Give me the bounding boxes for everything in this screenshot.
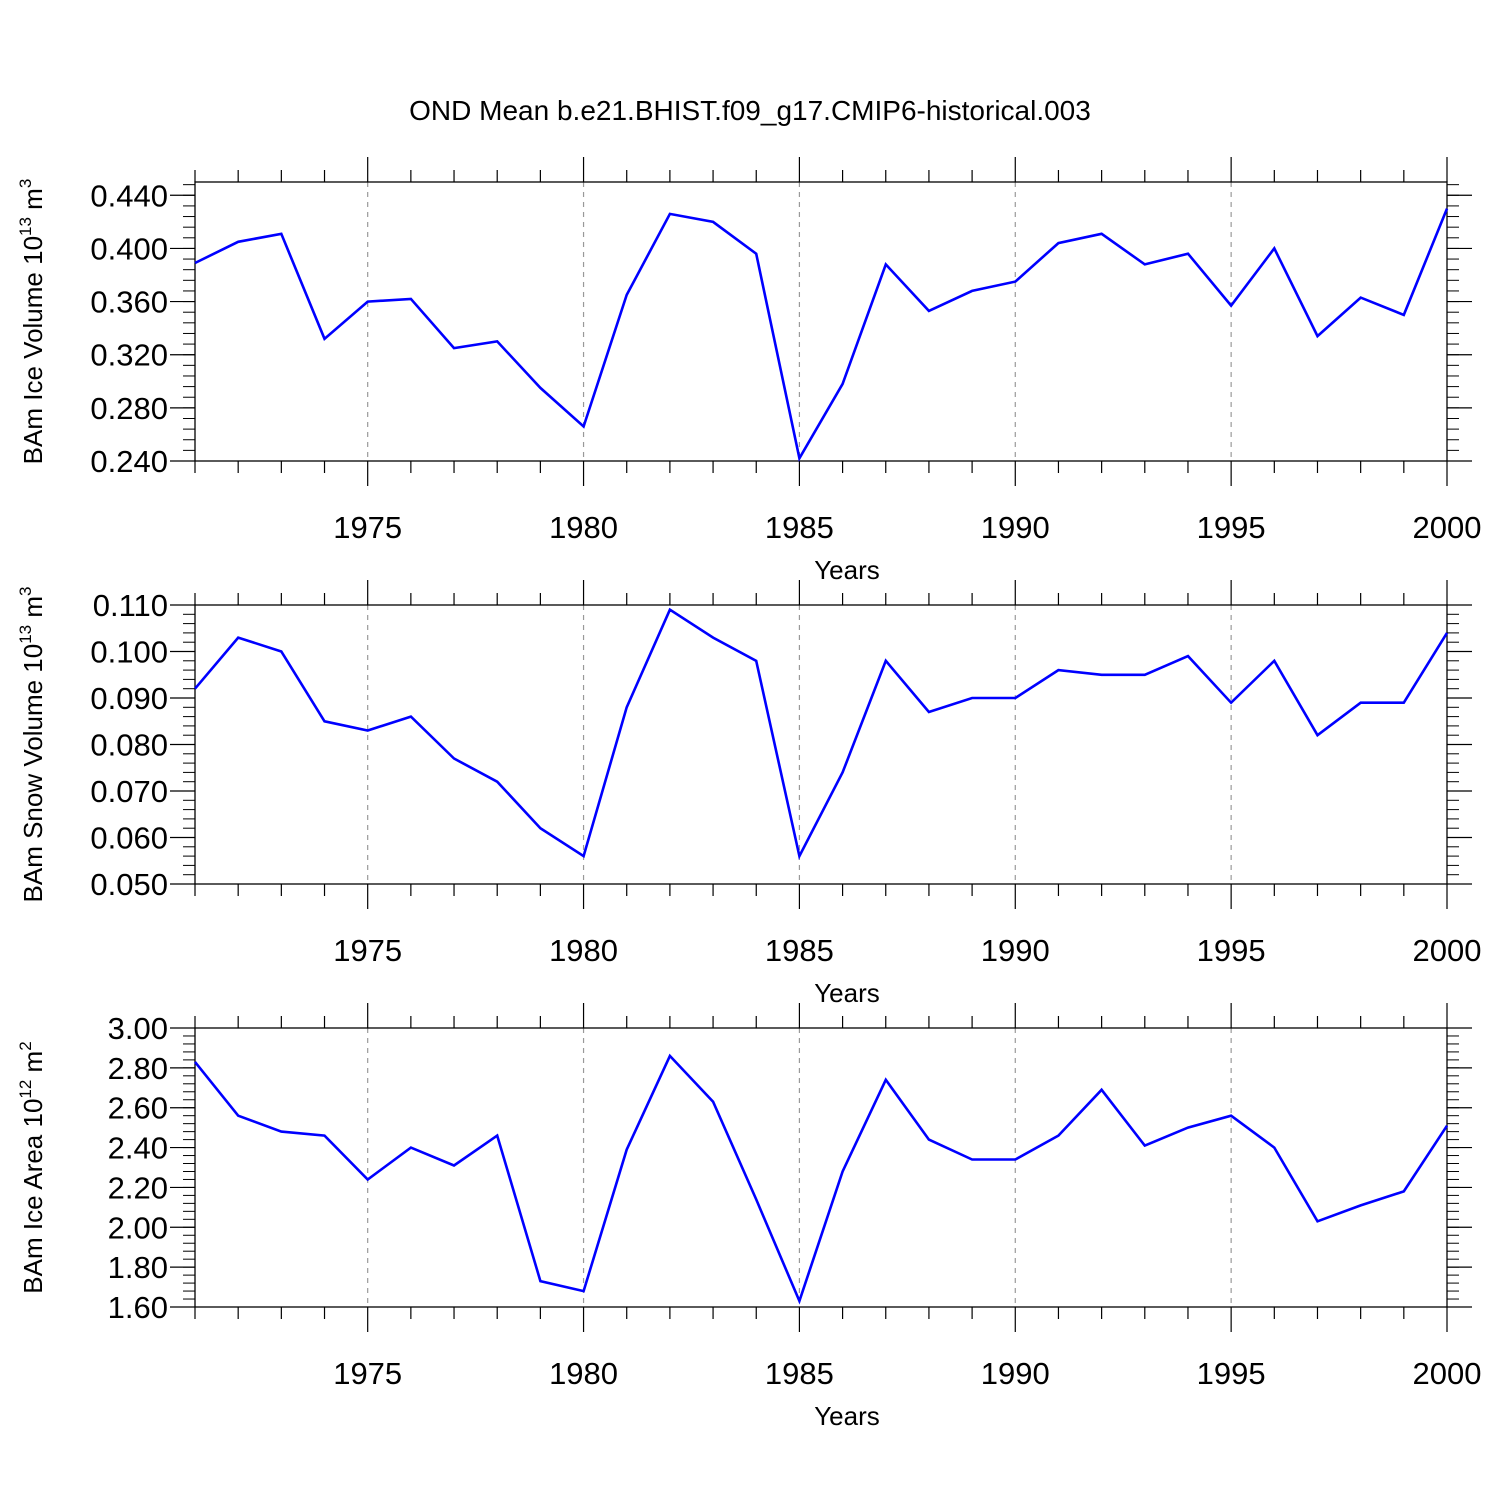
snow-volume-y-tick-label: 0.100 — [90, 635, 168, 670]
snow-volume-x-tick-label: 1980 — [549, 933, 618, 968]
figure-title: OND Mean b.e21.BHIST.f09_g17.CMIP6-histo… — [409, 95, 1091, 126]
ice-area-y-tick-label: 2.00 — [108, 1210, 168, 1245]
snow-volume-y-tick-label: 0.110 — [93, 588, 168, 623]
ice-area-plot-frame — [194, 1027, 1448, 1308]
snow-volume-y-tick-label: 0.060 — [90, 821, 168, 856]
ice-volume-y-tick-label: 0.440 — [90, 178, 168, 213]
snow-volume-y-tick-label: 0.050 — [90, 867, 168, 902]
ice-volume-y-tick-label: 0.400 — [90, 231, 168, 266]
ice-volume-x-tick-label: 1980 — [549, 510, 618, 545]
ice-area-y-tick-label: 2.60 — [108, 1091, 168, 1126]
snow-volume-x-tick-label: 1995 — [1197, 933, 1266, 968]
ice-area-y-tick-label: 2.80 — [108, 1051, 168, 1086]
snow-volume-x-tick-label: 2000 — [1413, 933, 1482, 968]
snow-volume-x-tick-label: 1990 — [981, 933, 1050, 968]
snow-volume-y-axis-label: BAm Snow Volume 1013 m3 — [16, 587, 48, 903]
ice-area-x-tick-label: 1990 — [981, 1356, 1050, 1391]
ice-area-y-tick-label: 3.00 — [108, 1011, 168, 1046]
ice-area-x-tick-label: 2000 — [1413, 1356, 1482, 1391]
ice-volume-y-tick-label: 0.320 — [90, 338, 168, 373]
ice-volume-x-tick-label: 1975 — [333, 510, 402, 545]
ice-area-y-tick-label: 2.20 — [108, 1170, 168, 1205]
snow-volume-y-tick-label: 0.070 — [90, 774, 168, 809]
ice-area-x-tick-label: 1980 — [549, 1356, 618, 1391]
ice-volume-y-axis-label: BAm Ice Volume 1013 m3 — [16, 179, 48, 465]
ice-area-x-tick-label: 1995 — [1197, 1356, 1266, 1391]
snow-volume-plot-frame — [194, 604, 1448, 885]
ice-volume-y-tick-label: 0.360 — [90, 285, 168, 320]
ice-area-y-tick-label: 1.60 — [108, 1290, 168, 1325]
ice-volume-x-tick-label: 1995 — [1197, 510, 1266, 545]
ice-area-y-tick-label: 2.40 — [108, 1131, 168, 1166]
ice-volume-x-axis-label: Years — [814, 555, 880, 585]
snow-volume-y-tick-label: 0.080 — [90, 728, 168, 763]
ice-area-x-tick-label: 1985 — [765, 1356, 834, 1391]
snow-volume-x-axis-label: Years — [814, 978, 880, 1008]
snow-volume-series-line — [194, 607, 1449, 860]
ice-area-series-line — [193, 1053, 1449, 1305]
snow-volume-panel: 0.050 0.060 0.070 0.080 0.090 0.100 0.110 1975 1… — [16, 580, 1481, 1008]
ice-area-x-axis-label: Years — [814, 1401, 880, 1431]
snow-volume-x-tick-label: 1975 — [333, 933, 402, 968]
ice-area-y-tick-label: 1.80 — [108, 1250, 168, 1285]
ice-volume-series-line — [194, 208, 1449, 462]
ice-volume-y-tick-label: 0.240 — [90, 444, 168, 479]
ice-area-panel: 1.60 1.80 2.00 2.20 2.40 2.60 2.80 3.00 1975 1980… — [16, 1003, 1481, 1431]
ice-area-y-axis-label: BAm Ice Area 1012 m2 — [16, 1041, 48, 1293]
ice-volume-x-tick-label: 1990 — [981, 510, 1050, 545]
snow-volume-y-tick-label: 0.090 — [90, 681, 168, 716]
snow-volume-x-tick-label: 1985 — [765, 933, 834, 968]
ice-volume-panel: 0.240 0.280 0.320 0.360 0.400 0.440 1975 1980 19… — [16, 157, 1481, 585]
ice-volume-plot-frame — [194, 181, 1448, 462]
ice-volume-x-tick-label: 2000 — [1413, 510, 1482, 545]
ice-volume-x-tick-label: 1985 — [765, 510, 834, 545]
ice-volume-y-tick-label: 0.280 — [90, 391, 168, 426]
ice-area-x-tick-label: 1975 — [333, 1356, 402, 1391]
